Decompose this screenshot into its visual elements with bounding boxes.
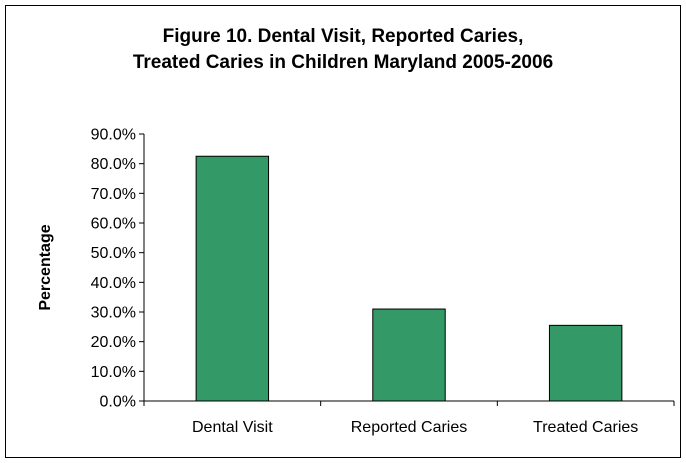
x-tick-label: Dental Visit <box>192 419 273 436</box>
x-tick-label: Reported Caries <box>351 419 468 436</box>
bar-reported-caries <box>372 308 446 402</box>
chart-title: Figure 10. Dental Visit, Reported Caries… <box>0 24 686 76</box>
y-tick-label: 30.0% <box>91 305 136 322</box>
bar-dental-visit <box>195 155 270 402</box>
x-tick-label: Treated Caries <box>533 419 638 436</box>
y-tick-label: 10.0% <box>91 364 136 381</box>
x-axis-labels: Dental Visit Reported Caries Treated Carie… <box>192 419 638 436</box>
y-tick-label: 50.0% <box>91 245 136 262</box>
y-tick-label: 70.0% <box>91 186 136 203</box>
y-axis-label: Percentage <box>37 224 54 310</box>
y-tick-label: 0.0% <box>100 394 136 411</box>
bar-treated-caries <box>548 324 623 402</box>
chart-title-line-2: Treated Caries in Children Maryland 2005… <box>132 52 554 73</box>
y-tick-label: 40.0% <box>91 275 136 292</box>
y-tick-label: 90.0% <box>91 127 136 144</box>
chart-title-line-1: Figure 10. Dental Visit, Reported Caries… <box>162 26 524 47</box>
y-tick-label: 20.0% <box>91 334 136 351</box>
x-axis-ticks <box>143 401 675 406</box>
y-axis-ticks: 0.0% 10.0% 20.0% 30.0% 40.0% 50.0% 60.0% 70.0% 8… <box>91 127 144 411</box>
y-tick-label: 80.0% <box>91 156 136 173</box>
bars <box>195 155 623 402</box>
y-tick-label: 60.0% <box>91 216 136 233</box>
